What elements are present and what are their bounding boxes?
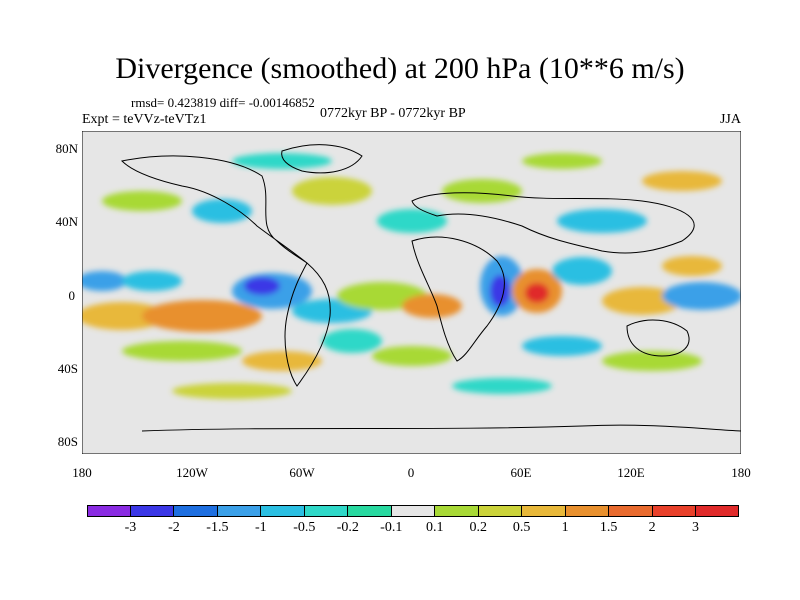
- colorbar-segment: [261, 505, 305, 517]
- lon-tick-0: 0: [407, 465, 415, 480]
- colorbar-segment: [130, 505, 175, 517]
- colorbar-segment: [522, 505, 566, 517]
- colorbar-segment: [609, 505, 653, 517]
- colorbar-label: 0.5: [512, 520, 531, 535]
- lon-tick-120e: 120E: [617, 465, 645, 480]
- colorbar-segment: [304, 505, 349, 517]
- lon-tick-60e: 60E: [510, 465, 532, 480]
- lat-tick-80s: 80S: [57, 434, 78, 449]
- stats-text: rmsd= 0.423819 diff= -0.00146852: [131, 95, 315, 110]
- lat-tick-eq: 0: [68, 288, 76, 303]
- lat-tick-40s: 40S: [57, 361, 78, 376]
- colorbar-segment: [217, 505, 262, 517]
- colorbar-label: 1: [561, 520, 569, 535]
- lon-tick-120w: 120W: [176, 465, 208, 480]
- colorbar-label: 0.1: [425, 520, 444, 535]
- plot-title: Divergence (smoothed) at 200 hPa (10**6 …: [115, 52, 685, 85]
- colorbar-segment: [174, 505, 218, 517]
- colorbar-label: -1: [255, 520, 267, 535]
- field-blobs: [82, 153, 741, 399]
- coastlines: [120, 144, 741, 432]
- colorbar-segment: [348, 505, 392, 517]
- colorbar-label: -0.1: [380, 520, 403, 535]
- colorbar-label: 3: [692, 520, 700, 535]
- colorbar-label: 0.2: [469, 520, 487, 535]
- colorbar-segment: [478, 505, 523, 517]
- experiment-label: Expt = teVVz-teVTz1: [82, 112, 207, 127]
- colorbar-label: 1.5: [599, 520, 618, 535]
- colorbar-label: -2: [168, 520, 180, 535]
- lon-tick-180e: 180: [731, 465, 751, 480]
- colorbar-segment: [435, 505, 479, 517]
- season-label: JJA: [719, 112, 741, 127]
- colorbar: [87, 505, 739, 517]
- colorbar-label: -0.5: [293, 520, 316, 535]
- colorbar-segment: [87, 505, 131, 517]
- colorbar-label: 2: [648, 520, 656, 535]
- lon-tick-60w: 60W: [289, 465, 315, 480]
- colorbar-segment: [696, 505, 739, 517]
- lat-tick-80n: 80N: [55, 141, 78, 156]
- lon-tick-180w: 180: [72, 465, 92, 480]
- colorbar-segment: [565, 505, 610, 517]
- colorbar-segment: [391, 505, 436, 517]
- colorbar-label: -3: [124, 520, 137, 535]
- colorbar-label: -0.2: [336, 520, 359, 535]
- colorbar-label: -1.5: [206, 520, 229, 535]
- lat-tick-40n: 40N: [55, 214, 78, 229]
- colorbar-segment: [652, 505, 697, 517]
- colorbar-frame: [87, 505, 739, 517]
- divergence-map: [82, 131, 741, 454]
- period-label: 0772kyr BP - 0772kyr BP: [320, 106, 466, 121]
